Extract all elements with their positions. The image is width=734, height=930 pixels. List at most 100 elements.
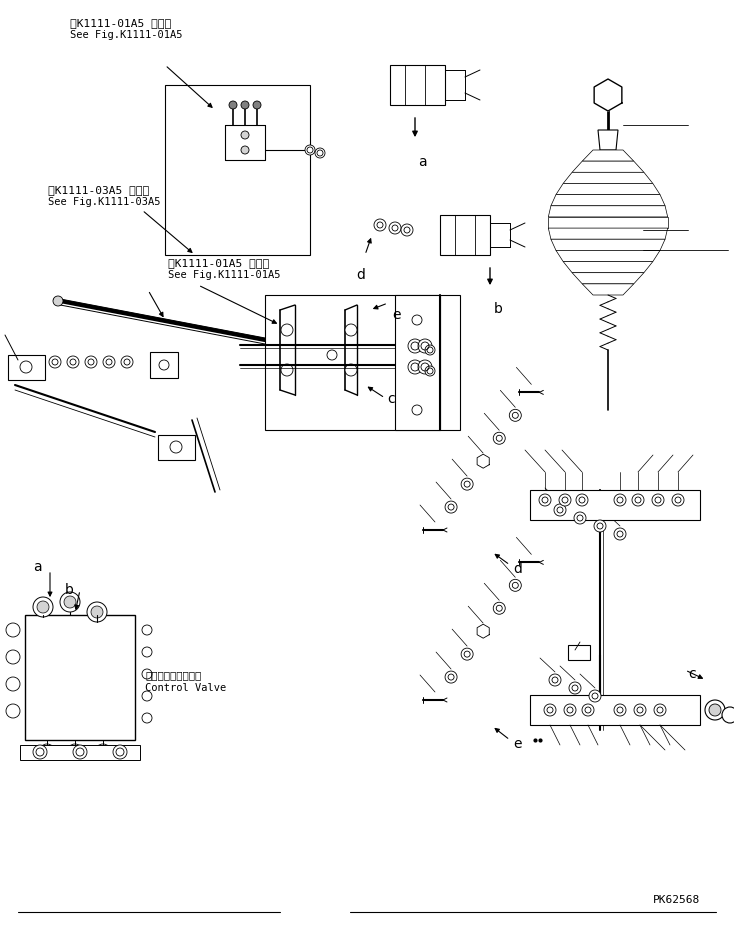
Circle shape bbox=[345, 364, 357, 376]
Circle shape bbox=[281, 324, 293, 336]
Text: c: c bbox=[387, 392, 395, 406]
Polygon shape bbox=[572, 161, 644, 172]
Circle shape bbox=[594, 520, 606, 532]
Circle shape bbox=[445, 671, 457, 683]
Polygon shape bbox=[594, 79, 622, 111]
Circle shape bbox=[672, 494, 684, 506]
Circle shape bbox=[53, 296, 63, 306]
Circle shape bbox=[493, 603, 505, 614]
Text: See Fig.K1111-01A5: See Fig.K1111-01A5 bbox=[70, 30, 183, 40]
Circle shape bbox=[722, 707, 734, 723]
Circle shape bbox=[654, 704, 666, 716]
Polygon shape bbox=[530, 695, 700, 725]
Circle shape bbox=[64, 596, 76, 608]
Polygon shape bbox=[477, 624, 490, 638]
Circle shape bbox=[461, 478, 473, 490]
Circle shape bbox=[142, 669, 152, 679]
Circle shape bbox=[229, 101, 237, 109]
Polygon shape bbox=[548, 217, 668, 228]
Circle shape bbox=[253, 101, 261, 109]
Text: 第K1111-01A5 図参照: 第K1111-01A5 図参照 bbox=[70, 18, 171, 28]
Polygon shape bbox=[530, 490, 700, 520]
Circle shape bbox=[614, 528, 626, 540]
Circle shape bbox=[121, 356, 133, 368]
Polygon shape bbox=[477, 454, 490, 468]
Polygon shape bbox=[563, 172, 653, 183]
Circle shape bbox=[33, 597, 53, 617]
Polygon shape bbox=[395, 295, 440, 430]
Polygon shape bbox=[582, 284, 633, 295]
Polygon shape bbox=[390, 65, 445, 105]
Polygon shape bbox=[598, 130, 618, 150]
Polygon shape bbox=[556, 250, 660, 261]
Circle shape bbox=[652, 494, 664, 506]
Text: a: a bbox=[418, 155, 426, 169]
Circle shape bbox=[614, 494, 626, 506]
Polygon shape bbox=[165, 85, 310, 255]
Circle shape bbox=[142, 625, 152, 635]
Circle shape bbox=[709, 704, 721, 716]
Circle shape bbox=[389, 222, 401, 234]
Polygon shape bbox=[548, 228, 668, 239]
Circle shape bbox=[142, 647, 152, 657]
Circle shape bbox=[327, 350, 337, 360]
Circle shape bbox=[241, 146, 249, 154]
Circle shape bbox=[20, 361, 32, 373]
Text: See Fig.K1111-01A5: See Fig.K1111-01A5 bbox=[168, 270, 280, 280]
Circle shape bbox=[559, 494, 571, 506]
Polygon shape bbox=[551, 239, 665, 250]
Circle shape bbox=[408, 339, 422, 353]
Polygon shape bbox=[572, 272, 644, 284]
Circle shape bbox=[582, 704, 594, 716]
Circle shape bbox=[345, 324, 357, 336]
Text: 第K1111-01A5 図参照: 第K1111-01A5 図参照 bbox=[168, 258, 269, 268]
Circle shape bbox=[425, 345, 435, 355]
Circle shape bbox=[418, 360, 432, 374]
Text: c: c bbox=[688, 667, 696, 681]
Polygon shape bbox=[25, 615, 135, 740]
Polygon shape bbox=[20, 745, 140, 760]
Circle shape bbox=[549, 674, 561, 686]
Text: 第K1111-03A5 図参照: 第K1111-03A5 図参照 bbox=[48, 185, 149, 195]
Circle shape bbox=[170, 441, 182, 453]
Circle shape bbox=[113, 745, 127, 759]
Circle shape bbox=[412, 315, 422, 325]
Polygon shape bbox=[551, 194, 665, 206]
Circle shape bbox=[91, 606, 103, 618]
Polygon shape bbox=[150, 352, 178, 378]
Circle shape bbox=[493, 432, 505, 445]
Circle shape bbox=[632, 494, 644, 506]
Circle shape bbox=[564, 704, 576, 716]
Circle shape bbox=[412, 405, 422, 415]
Text: e: e bbox=[392, 308, 401, 322]
Polygon shape bbox=[568, 645, 590, 660]
Text: b: b bbox=[494, 302, 503, 316]
Text: コントロールバルブ: コントロールバルブ bbox=[145, 670, 201, 680]
Circle shape bbox=[554, 504, 566, 516]
Circle shape bbox=[305, 145, 315, 155]
Text: See Fig.K1111-03A5: See Fig.K1111-03A5 bbox=[48, 197, 161, 207]
Circle shape bbox=[401, 224, 413, 236]
Circle shape bbox=[374, 219, 386, 231]
Circle shape bbox=[87, 602, 107, 622]
Circle shape bbox=[37, 601, 49, 613]
Polygon shape bbox=[582, 150, 633, 161]
Text: Control Valve: Control Valve bbox=[145, 683, 226, 693]
Circle shape bbox=[461, 648, 473, 660]
Circle shape bbox=[241, 131, 249, 139]
Text: a: a bbox=[33, 560, 42, 574]
Circle shape bbox=[142, 691, 152, 701]
Circle shape bbox=[705, 700, 725, 720]
Text: e: e bbox=[513, 737, 521, 751]
Circle shape bbox=[544, 704, 556, 716]
Circle shape bbox=[589, 690, 601, 702]
Circle shape bbox=[33, 745, 47, 759]
Circle shape bbox=[408, 360, 422, 374]
Circle shape bbox=[445, 501, 457, 513]
Circle shape bbox=[509, 579, 521, 591]
Polygon shape bbox=[563, 261, 653, 272]
Circle shape bbox=[634, 704, 646, 716]
Circle shape bbox=[425, 366, 435, 376]
Circle shape bbox=[509, 409, 521, 421]
Polygon shape bbox=[8, 355, 45, 380]
